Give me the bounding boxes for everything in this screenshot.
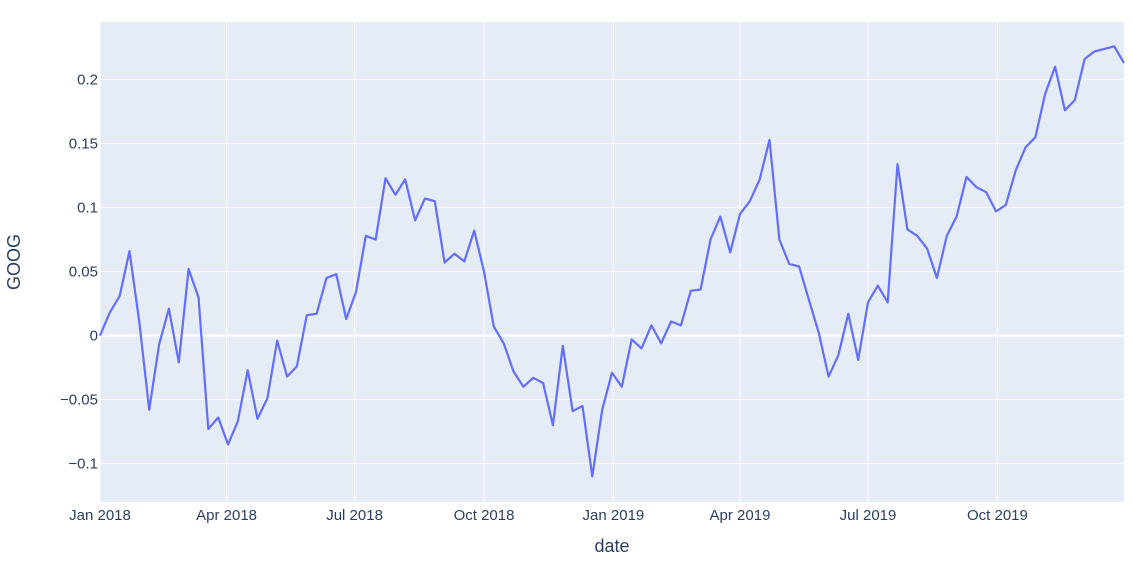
plot-background [100, 22, 1124, 502]
y-tick-label: 0 [90, 328, 98, 345]
x-tick-label: Oct 2019 [967, 507, 1028, 524]
x-tick-label: Oct 2018 [454, 507, 515, 524]
y-tick-label: −0.1 [68, 456, 98, 473]
y-tick-label: 0.15 [69, 136, 98, 153]
gridlines [99, 22, 1124, 502]
x-tick-label: Jul 2018 [326, 507, 383, 524]
y-tick-label: 0.2 [77, 72, 98, 89]
y-tick-label: 0.05 [69, 264, 98, 281]
series-line-goog [98, 45, 1125, 478]
x-tick-label: Jan 2019 [583, 507, 645, 524]
x-tick-label: Jul 2019 [840, 507, 897, 524]
x-tick-label: Jan 2018 [69, 507, 131, 524]
y-tick-label: 0.1 [77, 200, 98, 217]
tick-labels: Jan 2018 Apr 2018 Jul 2018 Oct 2018 Jan 2019… [60, 72, 1028, 524]
y-tick-label: −0.05 [60, 392, 98, 409]
x-tick-label: Apr 2019 [710, 507, 771, 524]
y-axis-title: GOOG [4, 234, 24, 290]
x-axis-title: date [594, 536, 629, 556]
x-tick-label: Apr 2018 [196, 507, 257, 524]
